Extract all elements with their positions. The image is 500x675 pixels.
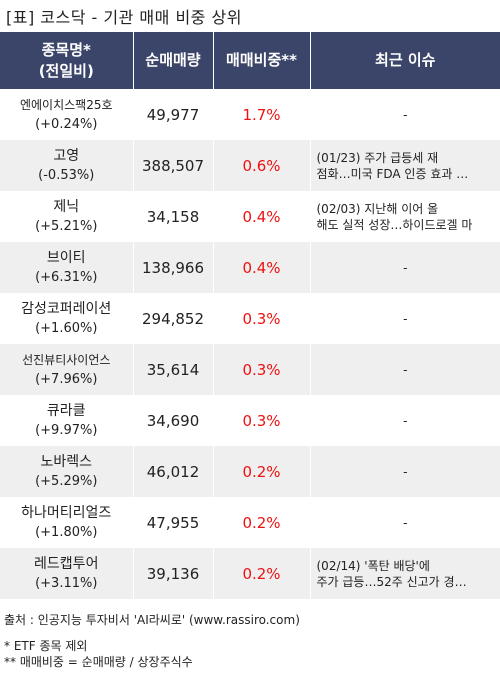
stock-name-cell: 감성코퍼레이션 (+1.60%) [0, 293, 134, 344]
issue-line-2: 해도 실적 성장…하이드로겔 마 [316, 217, 473, 232]
recent-issue: - [310, 395, 500, 446]
table-row: 하나머티리얼즈 (+1.80%) 47,955 0.2% - [0, 497, 500, 548]
net-volume: 138,966 [133, 242, 214, 293]
stock-name-cell: 노바렉스 (+5.29%) [0, 446, 134, 497]
stock-name: 큐라클 [46, 402, 86, 419]
trade-ratio: 0.2% [213, 446, 311, 497]
table-row: 브이티 (+6.31%) 138,966 0.4% - [0, 242, 500, 293]
stock-change: (+0.24%) [35, 116, 98, 132]
trade-ratio: 0.2% [213, 548, 311, 599]
issue-line-2: 주가 급등…52주 신고가 경… [316, 574, 467, 589]
table-row: 감성코퍼레이션 (+1.60%) 294,852 0.3% - [0, 293, 500, 344]
table-row: 고영 (-0.53%) 388,507 0.6% (01/23) 주가 급등세 재 점화…… [0, 140, 500, 191]
page-title: [표] 코스닥 - 기관 매매 비중 상위 [6, 8, 242, 27]
stock-change: (+6.31%) [35, 269, 98, 285]
stock-name: 고영 [53, 147, 80, 164]
net-volume: 34,158 [133, 191, 214, 242]
stock-name-cell: 하나머티리얼즈 (+1.80%) [0, 497, 134, 548]
stock-name: 브이티 [46, 249, 86, 266]
net-volume: 49,977 [133, 89, 214, 140]
net-volume: 388,507 [133, 140, 214, 191]
stock-change: (+7.96%) [35, 371, 98, 387]
stock-name: 제닉 [53, 198, 80, 215]
recent-issue: - [310, 242, 500, 293]
stock-name-cell: 선진뷰티사이언스 (+7.96%) [0, 344, 134, 395]
trade-ratio: 0.3% [213, 293, 311, 344]
stock-name: 하나머티리얼즈 [21, 504, 112, 521]
stock-change: (+1.60%) [35, 320, 98, 336]
table-row: 노바렉스 (+5.29%) 46,012 0.2% - [0, 446, 500, 497]
header-name-sub: (전일비) [38, 61, 94, 80]
header-name: 종목명* (전일비) [0, 32, 134, 89]
trade-ratio: 0.2% [213, 497, 311, 548]
table-row: 제닉 (+5.21%) 34,158 0.4% (02/03) 지난해 이어 올 해도 실… [0, 191, 500, 242]
trade-ratio: 0.3% [213, 344, 311, 395]
header-net-volume: 순매매량 [133, 32, 214, 89]
stock-name-cell: 제닉 (+5.21%) [0, 191, 134, 242]
stock-change: (+5.29%) [35, 473, 98, 489]
ranking-table: 종목명* (전일비) 순매매량 매매비중** 최근 이슈 엔에이치스팩25호 (+… [0, 32, 500, 599]
header-ratio: 매매비중** [213, 32, 311, 89]
stock-name: 레드캡투어 [34, 555, 99, 572]
footnote-ratio: ** 매매비중 = 순매매량 / 상장주식수 [4, 655, 193, 669]
issue-line-1: (02/14) '폭탄 배당'에 [316, 558, 430, 573]
stock-name: 감성코퍼레이션 [21, 300, 112, 317]
net-volume: 34,690 [133, 395, 214, 446]
net-volume: 39,136 [133, 548, 214, 599]
stock-change: (+1.80%) [35, 524, 98, 540]
stock-name: 엔에이치스팩25호 [19, 97, 113, 112]
table-header-row: 종목명* (전일비) 순매매량 매매비중** 최근 이슈 [0, 32, 500, 89]
recent-issue: - [310, 497, 500, 548]
issue-line-2: 점화…미국 FDA 인증 효과 … [316, 166, 469, 181]
stock-name-cell: 큐라클 (+9.97%) [0, 395, 134, 446]
net-volume: 46,012 [133, 446, 214, 497]
stock-name: 선진뷰티사이언스 [22, 352, 111, 367]
table-row: 큐라클 (+9.97%) 34,690 0.3% - [0, 395, 500, 446]
trade-ratio: 0.6% [213, 140, 311, 191]
recent-issue: (02/14) '폭탄 배당'에 주가 급등…52주 신고가 경… [310, 548, 500, 599]
net-volume: 35,614 [133, 344, 214, 395]
stock-name-cell: 브이티 (+6.31%) [0, 242, 134, 293]
trade-ratio: 0.4% [213, 191, 311, 242]
stock-change: (+3.11%) [35, 575, 98, 591]
recent-issue: - [310, 293, 500, 344]
recent-issue: - [310, 344, 500, 395]
recent-issue: (02/03) 지난해 이어 올 해도 실적 성장…하이드로겔 마 [310, 191, 500, 242]
table-row: 선진뷰티사이언스 (+7.96%) 35,614 0.3% - [0, 344, 500, 395]
trade-ratio: 0.3% [213, 395, 311, 446]
table-row: 레드캡투어 (+3.11%) 39,136 0.2% (02/14) '폭탄 배당'에 주… [0, 548, 500, 599]
stock-name-cell: 레드캡투어 (+3.11%) [0, 548, 134, 599]
stock-name: 노바렉스 [40, 453, 93, 470]
recent-issue: (01/23) 주가 급등세 재 점화…미국 FDA 인증 효과 … [310, 140, 500, 191]
source-note: 출처 : 인공지능 투자비서 'AI라씨로' (www.rassiro.com) [4, 613, 300, 627]
issue-line-1: (01/23) 주가 급등세 재 [316, 150, 439, 165]
stock-name-cell: 엔에이치스팩25호 (+0.24%) [0, 89, 134, 140]
recent-issue: - [310, 446, 500, 497]
header-issue: 최근 이슈 [310, 32, 500, 89]
issue-line-1: (02/03) 지난해 이어 올 [316, 201, 439, 216]
trade-ratio: 0.4% [213, 242, 311, 293]
stock-name-cell: 고영 (-0.53%) [0, 140, 134, 191]
footnote-etf: * ETF 종목 제외 [4, 639, 88, 653]
recent-issue: - [310, 89, 500, 140]
net-volume: 47,955 [133, 497, 214, 548]
table-row: 엔에이치스팩25호 (+0.24%) 49,977 1.7% - [0, 89, 500, 140]
trade-ratio: 1.7% [213, 89, 311, 140]
header-name-label: 종목명* [41, 40, 91, 59]
stock-change: (+5.21%) [35, 218, 98, 234]
stock-change: (+9.97%) [35, 422, 98, 438]
net-volume: 294,852 [133, 293, 214, 344]
stock-change: (-0.53%) [38, 167, 95, 183]
